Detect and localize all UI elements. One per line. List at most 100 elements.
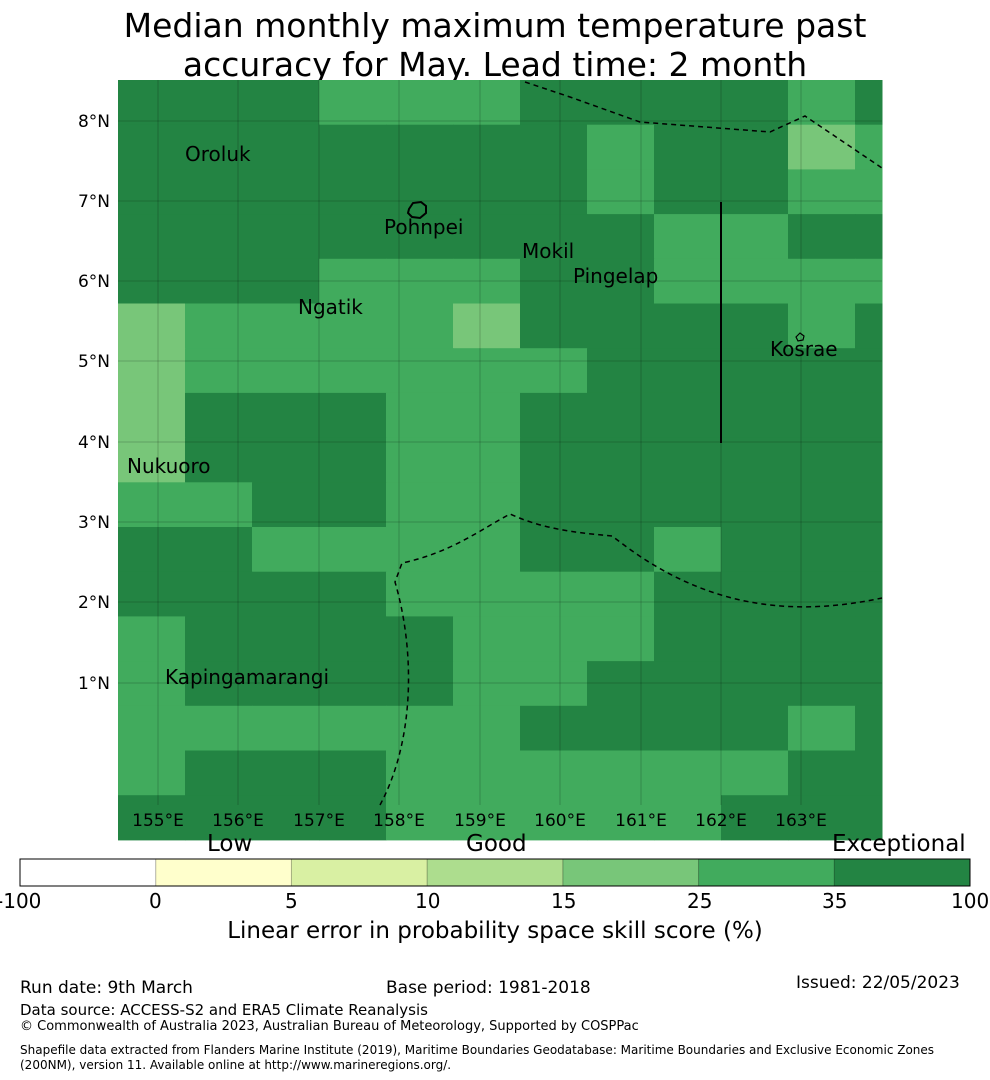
- lat-tick-label: 3°N: [78, 513, 110, 533]
- skill-cell: [587, 392, 655, 439]
- lon-tick-label: 160°E: [534, 811, 586, 831]
- skill-cell: [855, 392, 883, 439]
- lat-tick-label: 5°N: [78, 352, 110, 372]
- skill-cell: [788, 214, 856, 260]
- colorbar-tick: 100: [951, 889, 990, 913]
- axis-labels: 155°E 156°E 157°E 158°E 159°E 160°E 161°E 162°E…: [78, 112, 827, 831]
- skill-cell: [319, 705, 387, 751]
- skill-cell: [721, 214, 789, 260]
- skill-cell: [453, 616, 521, 662]
- skill-cell: [520, 80, 588, 126]
- skill-cell: [453, 303, 521, 349]
- skill-cell: [386, 750, 454, 796]
- skill-cell: [185, 437, 253, 483]
- skill-cell: [587, 169, 655, 215]
- skill-cell: [118, 705, 186, 751]
- skill-cell: [252, 303, 320, 349]
- skill-cell: [185, 750, 253, 796]
- skill-cell: [788, 437, 856, 483]
- skill-cell: [654, 482, 722, 528]
- skill-cell: [453, 169, 521, 215]
- skill-cell: [453, 571, 521, 617]
- skill-cell: [855, 705, 883, 751]
- skill-cell: [386, 124, 454, 170]
- skill-cell: [654, 258, 722, 304]
- skill-cell: [654, 571, 722, 617]
- skill-cell: [185, 124, 253, 170]
- skill-cell: [386, 571, 454, 617]
- skill-cell: [118, 616, 186, 662]
- skill-cell: [520, 258, 588, 304]
- skill-cell: [252, 661, 320, 707]
- skill-cell: [721, 616, 789, 662]
- skill-cell: [252, 437, 320, 483]
- lon-tick-label: 159°E: [454, 811, 506, 831]
- lon-tick-label: 157°E: [293, 811, 345, 831]
- skill-cell: [587, 258, 655, 304]
- skill-cell: [185, 616, 253, 662]
- skill-cell: [453, 750, 521, 796]
- skill-cell: [654, 750, 722, 796]
- skill-cell: [855, 303, 883, 349]
- skill-cell: [654, 169, 722, 215]
- colorbar-tick: 0: [149, 889, 162, 913]
- skill-cell: [520, 571, 588, 617]
- skill-cell: [118, 750, 186, 796]
- colorbar-outline: [19, 858, 971, 887]
- skill-cell: [118, 214, 186, 260]
- skill-cell: [654, 527, 722, 573]
- skill-cell: [855, 437, 883, 483]
- skill-cell: [855, 616, 883, 662]
- skill-cell: [252, 214, 320, 260]
- skill-cell: [855, 795, 883, 841]
- skill-cell: [185, 348, 253, 394]
- skill-cell: [453, 392, 521, 439]
- skill-cell: [721, 80, 789, 126]
- skill-cell: [855, 750, 883, 796]
- skill-cell: [319, 303, 387, 349]
- skill-cell: [788, 482, 856, 528]
- skill-cell: [252, 750, 320, 796]
- skill-cell: [185, 527, 253, 573]
- skill-cell: [520, 482, 588, 528]
- skill-cell: [386, 392, 454, 439]
- colorbar-segment: [427, 859, 564, 886]
- colorbar-tick: 15: [551, 889, 577, 913]
- skill-cell: [386, 169, 454, 215]
- skill-cell: [252, 258, 320, 304]
- skill-cell: [721, 348, 789, 394]
- skill-cell: [721, 750, 789, 796]
- skill-cell: [788, 169, 856, 215]
- skill-cell: [587, 750, 655, 796]
- skill-cell: [185, 258, 253, 304]
- label-nukuoro: Nukuoro: [127, 454, 211, 478]
- skill-cell: [520, 392, 588, 439]
- skill-cell: [520, 750, 588, 796]
- skill-cell: [520, 705, 588, 751]
- skill-cell: [520, 169, 588, 215]
- lat-tick-label: 8°N: [78, 112, 110, 132]
- skill-cell: [118, 124, 186, 170]
- lon-tick-label: 161°E: [615, 811, 667, 831]
- skill-cell: [788, 571, 856, 617]
- skill-cell: [855, 348, 883, 394]
- skill-cell: [855, 527, 883, 573]
- skill-cell: [118, 795, 186, 841]
- kosrae-island: [795, 332, 805, 342]
- skill-cell: [319, 437, 387, 483]
- skill-cell: [386, 616, 454, 662]
- skill-cell: [185, 169, 253, 215]
- skill-cell: [654, 437, 722, 483]
- colorbar-tick: -100: [0, 889, 42, 913]
- run-date: Run date: 9th March: [20, 978, 193, 998]
- skill-cell: [788, 795, 856, 841]
- skill-cell: [252, 348, 320, 394]
- skill-cell: [587, 437, 655, 483]
- skill-cell: [587, 124, 655, 170]
- skill-cell: [788, 661, 856, 707]
- chart-title: Median monthly maximum temperature past …: [0, 6, 990, 84]
- skill-cell: [721, 258, 789, 304]
- skill-cell: [721, 482, 789, 528]
- skill-cell: [386, 80, 454, 126]
